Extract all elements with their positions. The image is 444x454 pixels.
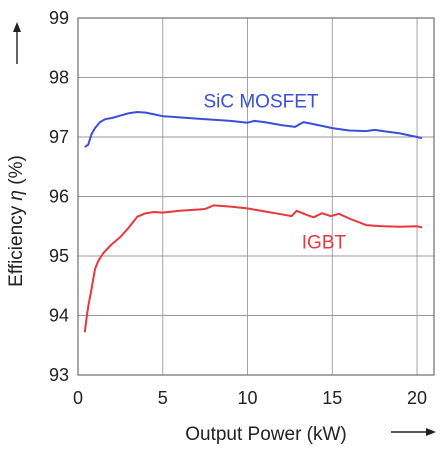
x-tick-label: 10 <box>238 388 258 408</box>
x-tick-label: 15 <box>322 388 342 408</box>
y-axis-label-unit: (%) <box>6 155 27 190</box>
y-axis-arrow <box>13 22 21 64</box>
x-tick-label: 5 <box>158 388 168 408</box>
y-tick-label: 95 <box>49 246 69 266</box>
y-axis-label-symbol: η <box>6 190 27 201</box>
x-axis-label: Output Power (kW) <box>185 424 347 445</box>
y-tick-label: 94 <box>49 306 69 326</box>
plot-frame <box>77 17 435 376</box>
y-tick-label: 99 <box>49 8 69 28</box>
series-lines: SiC MOSFET IGBT <box>83 91 423 333</box>
y-axis-label: Efficiency η (%) <box>6 155 27 287</box>
y-axis-label-group: Efficiency η (%) <box>6 155 27 287</box>
grid-lines <box>77 17 434 376</box>
y-axis-label-text: Efficiency <box>6 201 27 287</box>
y-tick-label: 96 <box>49 187 69 207</box>
x-tick-label: 20 <box>407 388 427 408</box>
series-line-sic-mosfet <box>84 111 423 148</box>
series-label-igbt: IGBT <box>302 232 347 253</box>
x-tick-label: 0 <box>73 388 83 408</box>
tick-labels: 0 5 10 15 20 93 94 95 96 97 98 99 <box>49 8 427 408</box>
series-label-sic-mosfet: SiC MOSFET <box>203 91 318 112</box>
y-tick-label: 98 <box>49 68 69 88</box>
y-tick-label: 97 <box>49 127 69 147</box>
y-tick-label: 93 <box>49 365 69 385</box>
series-line-igbt <box>83 204 423 333</box>
x-axis-arrow <box>391 428 436 436</box>
